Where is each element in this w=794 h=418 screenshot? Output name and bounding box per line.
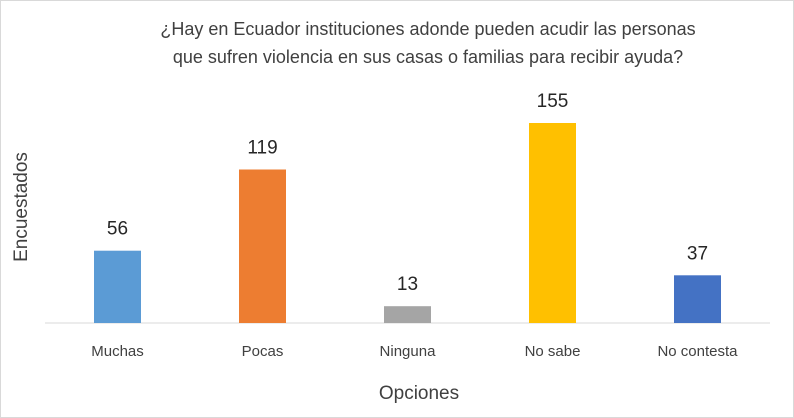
x-tick-label-ninguna: Ninguna bbox=[380, 343, 437, 360]
x-tick-label-pocas: Pocas bbox=[242, 343, 284, 360]
bar-ninguna bbox=[384, 306, 431, 323]
x-tick-label-no-contesta: No contesta bbox=[657, 343, 738, 360]
bar-pocas bbox=[239, 169, 286, 323]
bar-no-sabe bbox=[529, 123, 576, 323]
y-axis-title: Encuestados bbox=[11, 152, 32, 262]
chart-title-line-2: que sufren violencia en sus casas o fami… bbox=[173, 47, 683, 67]
x-tick-label-muchas: Muchas bbox=[91, 343, 144, 360]
bars-group: 56 Muchas 119 Pocas 13 Ninguna 155 No sabe 37 No … bbox=[91, 91, 738, 360]
x-tick-label-no-sabe: No sabe bbox=[525, 343, 581, 360]
data-label-no-contesta: 37 bbox=[687, 243, 708, 264]
chart-title-line-1: ¿Hay en Ecuador instituciones adonde pue… bbox=[160, 19, 695, 39]
bar-muchas bbox=[94, 250, 141, 323]
data-label-muchas: 56 bbox=[107, 219, 128, 240]
bar-no-contesta bbox=[674, 275, 721, 323]
x-axis-title: Opciones bbox=[379, 383, 459, 404]
data-label-pocas: 119 bbox=[247, 138, 277, 159]
data-label-no-sabe: 155 bbox=[537, 91, 569, 112]
data-label-ninguna: 13 bbox=[397, 274, 418, 295]
